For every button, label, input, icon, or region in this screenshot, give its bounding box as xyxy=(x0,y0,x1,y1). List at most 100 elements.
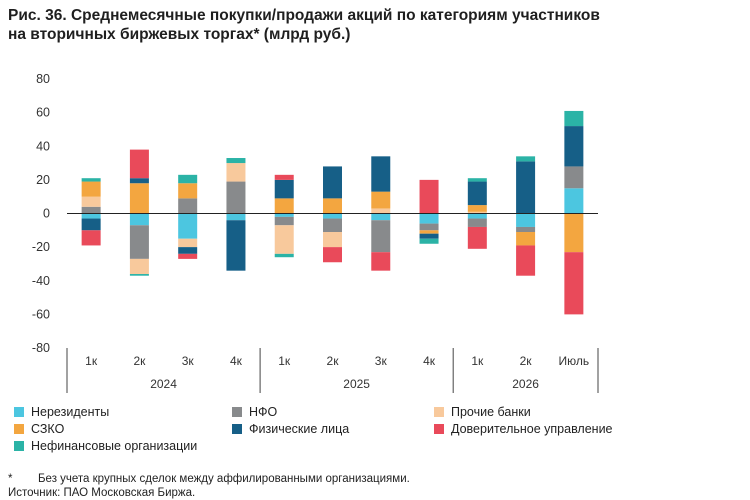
legend-item: Нерезиденты xyxy=(14,405,109,419)
bar-segment xyxy=(419,213,439,224)
legend-swatch xyxy=(434,407,444,417)
bar-segment xyxy=(129,149,149,179)
x-tick-label: 2к xyxy=(327,354,340,368)
bar-segment xyxy=(129,213,149,226)
bar-segment xyxy=(467,178,487,182)
bar-segment xyxy=(323,213,342,219)
bar-segment xyxy=(81,206,101,214)
x-tick-label: 1к xyxy=(471,354,484,368)
bar-segment xyxy=(178,183,198,199)
source-note: Источник: ПАО Московская Биржа. xyxy=(8,487,196,499)
bar-segment xyxy=(419,233,439,239)
bar-segment xyxy=(419,223,439,231)
bar-segment xyxy=(274,225,294,254)
bar-segment xyxy=(178,174,198,184)
bar-segment xyxy=(226,163,246,182)
bar-segment xyxy=(178,213,198,239)
bar-segment xyxy=(274,216,294,226)
x-tick-label: 3к xyxy=(182,354,195,368)
group-label: 2026 xyxy=(512,377,539,391)
y-tick-label: 20 xyxy=(36,173,50,187)
footnote-text: Без учета крупных сделок между аффилиров… xyxy=(38,473,410,485)
x-tick-label: 2к xyxy=(520,354,533,368)
bar-segment xyxy=(419,179,439,214)
legend-label: Физические лица xyxy=(249,422,350,436)
bar-segment xyxy=(274,253,294,258)
bar-segment xyxy=(226,158,246,164)
legend-item: НФО xyxy=(232,405,277,419)
bar-segment xyxy=(371,213,391,221)
bar-segment xyxy=(564,110,584,127)
legend-item: Доверительное управление xyxy=(434,422,613,436)
y-tick-label: 0 xyxy=(43,207,50,221)
legend-swatch xyxy=(14,441,24,451)
bar-segment xyxy=(323,218,342,232)
bar-segment xyxy=(323,231,342,248)
bar-segment xyxy=(516,156,536,162)
legend-label: Прочие банки xyxy=(451,405,531,419)
bar-segment xyxy=(371,156,391,192)
bar-segment xyxy=(81,196,101,207)
legend-label: Нефинансовые организации xyxy=(31,439,198,453)
bar-segment xyxy=(564,166,584,189)
bar-segment xyxy=(516,226,536,232)
bar-segment xyxy=(274,179,294,199)
x-tick-label: Июль xyxy=(559,354,590,368)
bar-segment xyxy=(516,245,536,276)
bar-segment xyxy=(274,198,294,214)
bar-segment xyxy=(129,183,149,214)
footnote-mark: * xyxy=(8,473,13,485)
bar-segment xyxy=(564,252,584,315)
bar-segment xyxy=(564,188,584,214)
legend-item: Нефинансовые организации xyxy=(14,439,197,453)
y-tick-label: -20 xyxy=(32,240,50,254)
bar-segment xyxy=(178,253,198,259)
y-tick-label: 80 xyxy=(36,72,50,86)
bar-segment xyxy=(323,198,342,214)
bar-segment xyxy=(564,213,584,253)
bar-segment xyxy=(178,198,198,214)
bar-segment xyxy=(371,252,391,271)
legend-label: НФО xyxy=(249,405,278,419)
legend-label: Доверительное управление xyxy=(451,422,613,436)
bar-segment xyxy=(129,258,149,275)
legend-swatch xyxy=(232,424,242,434)
bar-segment xyxy=(81,181,101,197)
bar-segment xyxy=(274,213,294,217)
legend-swatch xyxy=(14,424,24,434)
bar-segment xyxy=(516,213,536,227)
title-line-2: на вторичных биржевых торгах* (млрд руб.… xyxy=(8,26,351,43)
footnote: * Без учета крупных сделок между аффилиро… xyxy=(8,472,410,500)
group-label: 2025 xyxy=(343,377,370,391)
bar-segment xyxy=(226,220,246,271)
bar-segment xyxy=(564,126,584,167)
bar-segment xyxy=(516,161,536,214)
bar-segment xyxy=(323,166,342,199)
bar-segment xyxy=(467,181,487,206)
chart-title: Рис. 36. Среднемесячные покупки/продажи … xyxy=(8,6,738,44)
bar-segment xyxy=(81,213,101,219)
x-tick-label: 4к xyxy=(230,354,243,368)
x-tick-label: 1к xyxy=(278,354,291,368)
x-tick-label: 4к xyxy=(423,354,436,368)
y-tick-label: -80 xyxy=(32,341,50,355)
legend-swatch xyxy=(434,424,444,434)
bar-segment xyxy=(226,181,246,214)
legend-item: Прочие банки xyxy=(434,405,531,419)
bar-segment xyxy=(419,230,439,234)
bar-segment xyxy=(274,174,294,180)
legend-item: Физические лица xyxy=(232,422,349,436)
legend-item: СЗКО xyxy=(14,422,64,436)
bar-segment xyxy=(129,225,149,259)
bar-segment xyxy=(178,238,198,248)
y-tick-label: -60 xyxy=(32,307,50,321)
bar-segment xyxy=(226,213,246,221)
legend-swatch xyxy=(14,407,24,417)
x-tick-label: 1к xyxy=(85,354,98,368)
bar-segment xyxy=(467,226,487,249)
bar-segment xyxy=(467,218,487,227)
bar-segment xyxy=(467,213,487,219)
bar-segment xyxy=(178,247,198,254)
x-tick-label: 3к xyxy=(375,354,388,368)
